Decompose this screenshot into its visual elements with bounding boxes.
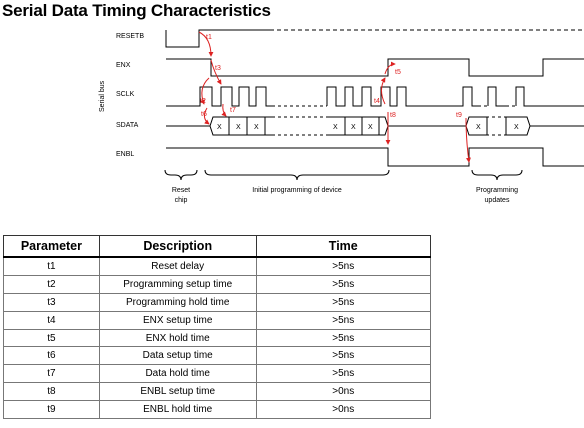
sdata-bit-1: X xyxy=(217,124,222,131)
cell-description: Programming hold time xyxy=(98,292,257,312)
header-time: Time xyxy=(255,235,432,258)
timing-label-t5: t5 xyxy=(395,69,401,76)
timing-diagram: RESETB ENX SCLK SDATA ENBL Serial bus xyxy=(99,29,584,204)
cell-parameter: t1 xyxy=(3,256,100,276)
cell-parameter: t5 xyxy=(3,328,100,348)
caption-updates-line1: Programming xyxy=(476,187,518,194)
table-row: t4 ENX setup time >5ns xyxy=(3,310,432,330)
caption-reset-line2: chip xyxy=(175,197,188,204)
cell-time: >5ns xyxy=(255,292,432,312)
sdata-bit-7: X xyxy=(476,124,481,131)
cell-description: ENX setup time xyxy=(98,310,257,330)
wave-sclk xyxy=(166,86,272,107)
serial-bus-label: Serial bus xyxy=(99,80,106,112)
sdata-bit-5: X xyxy=(351,124,356,131)
wave-enx xyxy=(166,58,584,77)
cell-time: >5ns xyxy=(255,364,432,384)
wave-sdata-bus-3-dash xyxy=(486,116,506,136)
wave-enbl xyxy=(166,147,584,167)
arrow-t6 xyxy=(203,107,210,125)
timing-label-t3: t3 xyxy=(215,65,221,72)
arrow-t7 xyxy=(221,103,227,117)
caption-initial: Initial programming of device xyxy=(252,187,342,194)
cell-parameter: t3 xyxy=(3,292,100,312)
caption-updates-line2: updates xyxy=(485,197,510,204)
timing-label-t7: t7 xyxy=(230,107,236,114)
table-row: t9 ENBL hold time >0ns xyxy=(3,400,432,420)
wave-sclk-2 xyxy=(326,86,478,107)
timing-label-t1: t1 xyxy=(206,34,212,41)
sdata-bit-2: X xyxy=(236,124,241,131)
cell-description: ENBL hold time xyxy=(98,400,257,420)
wave-sclk-3 xyxy=(487,86,506,107)
arrow-t1 xyxy=(198,31,214,57)
table-row: t5 ENX hold time >5ns xyxy=(3,328,432,348)
timing-arrows xyxy=(198,31,471,163)
sdata-bit-8: X xyxy=(514,124,519,131)
signal-label-enbl: ENBL xyxy=(116,151,134,158)
header-description: Description xyxy=(98,235,257,258)
cell-description: ENBL setup time xyxy=(98,382,257,402)
table-row: t7 Data hold time >5ns xyxy=(3,364,432,384)
cell-description: Reset delay xyxy=(98,256,257,276)
waveforms xyxy=(164,29,584,181)
brace-initial xyxy=(204,169,390,181)
cell-description: Programming setup time xyxy=(98,274,257,294)
page-title: Serial Data Timing Characteristics xyxy=(2,1,271,20)
cell-parameter: t7 xyxy=(3,364,100,384)
cell-description: Data setup time xyxy=(98,346,257,366)
signal-label-sclk: SCLK xyxy=(116,91,135,98)
table-row: t1 Reset delay >5ns xyxy=(3,256,432,276)
sdata-bit-4: X xyxy=(333,124,338,131)
wave-sclk-4 xyxy=(515,86,584,107)
arrow-t2 xyxy=(200,77,210,105)
cell-time: >0ns xyxy=(255,382,432,402)
signal-label-sdata: SDATA xyxy=(116,122,139,129)
brace-updates xyxy=(471,169,523,181)
timing-label-t6: t6 xyxy=(201,111,207,118)
sdata-bit-separators xyxy=(228,117,507,135)
cell-time: >5ns xyxy=(255,346,432,366)
table-row: t3 Programming hold time >5ns xyxy=(3,292,432,312)
timing-label-t8: t8 xyxy=(390,112,396,119)
cell-parameter: t8 xyxy=(3,382,100,402)
timing-label-t2: t2 xyxy=(200,98,206,105)
signal-label-enx: ENX xyxy=(116,62,131,69)
cell-description: Data hold time xyxy=(98,364,257,384)
sdata-bit-6: X xyxy=(368,124,373,131)
cell-description: ENX hold time xyxy=(98,328,257,348)
cell-time: >5ns xyxy=(255,310,432,330)
brace-reset xyxy=(164,169,198,181)
table-row: t8 ENBL setup time >0ns xyxy=(3,382,432,402)
caption-reset-line1: Reset xyxy=(172,187,190,194)
signal-label-resetb: RESETB xyxy=(116,33,144,40)
table-row: t2 Programming setup time >5ns xyxy=(3,274,432,294)
timing-parameters-table: Parameter Description Time t1 Reset delay… xyxy=(3,235,432,420)
arrow-t3 xyxy=(210,59,222,85)
cell-parameter: t2 xyxy=(3,274,100,294)
cell-parameter: t9 xyxy=(3,400,100,420)
cell-time: >0ns xyxy=(255,400,432,420)
sdata-bit-3: X xyxy=(254,124,259,131)
table-row: t6 Data setup time >5ns xyxy=(3,346,432,366)
cell-time: >5ns xyxy=(255,274,432,294)
timing-label-t9: t9 xyxy=(456,112,462,119)
table-header-row: Parameter Description Time xyxy=(3,235,432,258)
cell-parameter: t6 xyxy=(3,346,100,366)
timing-label-t4: t4 xyxy=(374,98,380,105)
arrow-t4 xyxy=(380,77,386,105)
wave-sdata-bus-1 xyxy=(209,116,272,136)
header-parameter: Parameter xyxy=(3,235,100,258)
cell-time: >5ns xyxy=(255,256,432,276)
arrow-t9 xyxy=(465,117,471,163)
cell-parameter: t4 xyxy=(3,310,100,330)
arrow-t5 xyxy=(384,61,396,75)
cell-time: >5ns xyxy=(255,328,432,348)
wave-sdata-bus-dash xyxy=(272,116,327,136)
wave-resetb xyxy=(165,29,270,48)
